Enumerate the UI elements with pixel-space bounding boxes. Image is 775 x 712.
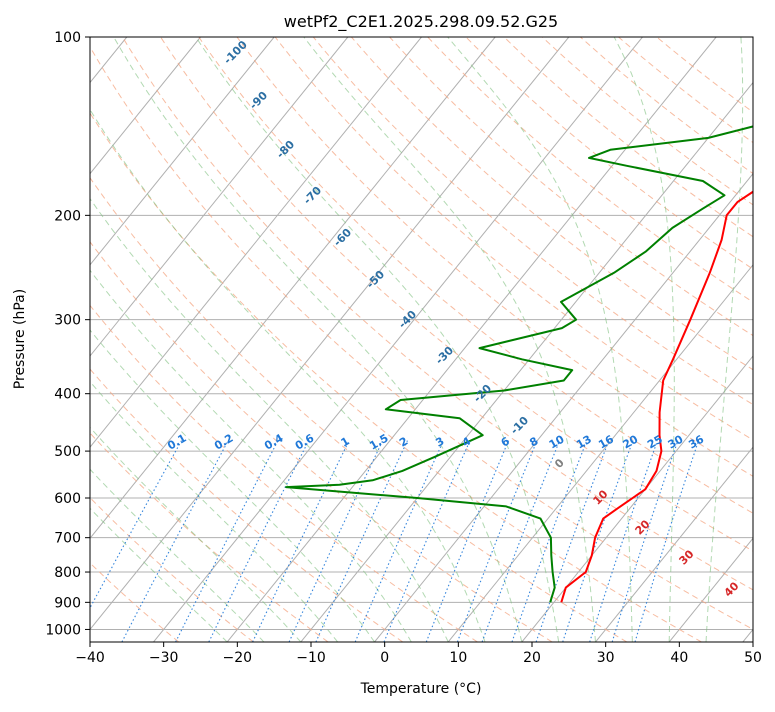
y-tick-label: 500 [54, 444, 81, 460]
x-tick-label: 20 [523, 650, 541, 666]
y-tick-label: 200 [54, 208, 81, 224]
x-axis-label: Temperature (°C) [360, 681, 482, 697]
x-tick-label: −10 [296, 650, 326, 666]
y-tick-label: 400 [54, 387, 81, 403]
y-tick-label: 700 [54, 531, 81, 547]
x-tick-label: 40 [670, 650, 688, 666]
x-tick-label: −30 [149, 650, 179, 666]
x-tick-label: −20 [223, 650, 253, 666]
chart-title: wetPf2_C2E1.2025.298.09.52.G25 [284, 12, 558, 32]
y-tick-label: 1000 [45, 622, 81, 638]
y-tick-label: 600 [54, 491, 81, 507]
y-tick-label: 300 [54, 313, 81, 329]
x-tick-label: 0 [380, 650, 389, 666]
x-tick-label: 30 [597, 650, 615, 666]
x-tick-label: −40 [75, 650, 105, 666]
x-tick-label: 50 [744, 650, 762, 666]
y-axis-label: Pressure (hPa) [12, 289, 28, 389]
y-tick-label: 800 [54, 565, 81, 581]
y-tick-label: 900 [54, 595, 81, 611]
y-tick-label: 100 [54, 30, 81, 46]
x-tick-label: 10 [449, 650, 467, 666]
